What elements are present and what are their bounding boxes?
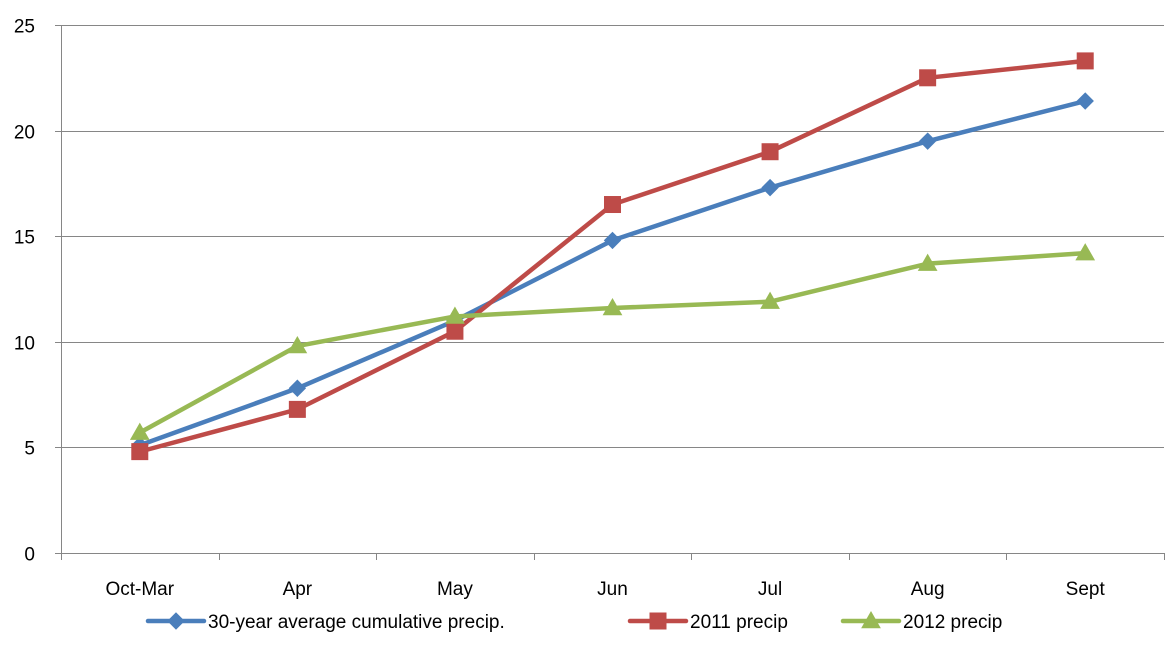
x-tick-label: Jun	[597, 579, 628, 600]
x-tick-label: Jul	[758, 579, 782, 600]
legend-label: 2012 precip	[903, 612, 1002, 633]
data-point-marker	[917, 253, 938, 271]
y-tick-label: 5	[24, 439, 35, 460]
series-30-year-average-cumulative-precip	[131, 92, 1094, 454]
x-axis-tick-labels: Oct-Mar Apr May Jun Jul Aug Sept	[105, 579, 1105, 600]
data-point-marker	[603, 231, 622, 250]
data-point-marker	[1076, 52, 1094, 70]
data-point-marker	[445, 306, 465, 324]
data-point-marker	[129, 422, 150, 440]
series-2012-precip	[129, 243, 1096, 440]
data-point-marker	[446, 322, 464, 340]
legend: 30-year average cumulative precip. 2011 p…	[145, 610, 1002, 633]
y-tick-label: 10	[14, 334, 35, 355]
legend-label: 2011 precip	[690, 612, 788, 633]
data-point-marker	[761, 178, 779, 197]
x-tick-label: May	[437, 579, 473, 600]
series-2011-precip	[131, 52, 1094, 461]
series-line	[137, 98, 1088, 448]
legend-marker	[861, 610, 881, 629]
legend-label: 30-year average cumulative precip.	[208, 612, 505, 633]
x-tick-label: Sept	[1066, 579, 1106, 600]
data-point-marker	[287, 336, 308, 354]
series-group	[129, 52, 1096, 461]
x-tick-label: Oct-Mar	[105, 579, 174, 600]
data-point-marker	[1075, 243, 1096, 261]
data-point-marker	[604, 196, 621, 214]
y-tick-label: 0	[24, 545, 35, 566]
x-tick-label: Apr	[283, 579, 313, 600]
y-axis-tick-labels: 0 5 10 15 20 25	[14, 17, 35, 566]
data-point-marker	[760, 291, 780, 309]
data-point-marker	[919, 69, 937, 87]
legend-marker	[649, 612, 667, 630]
legend-item-30-year-average-cumulative-precip: 30-year average cumulative precip.	[145, 612, 505, 633]
x-tick-label: Aug	[911, 579, 945, 600]
data-point-marker	[131, 443, 149, 461]
y-tick-label: 15	[14, 228, 35, 249]
legend-marker	[167, 612, 185, 630]
data-point-marker	[602, 298, 623, 316]
data-point-marker	[1076, 92, 1094, 110]
y-tick-label: 25	[14, 17, 35, 38]
data-point-marker	[918, 132, 937, 150]
data-point-marker	[288, 400, 306, 418]
data-point-marker	[761, 143, 779, 161]
y-tick-label: 20	[14, 123, 35, 144]
data-point-marker	[288, 379, 307, 397]
legend-item-2012-precip: 2012 precip	[840, 610, 1002, 633]
legend-item-2011-precip: 2011 precip	[627, 612, 788, 633]
axes	[55, 25, 1165, 560]
